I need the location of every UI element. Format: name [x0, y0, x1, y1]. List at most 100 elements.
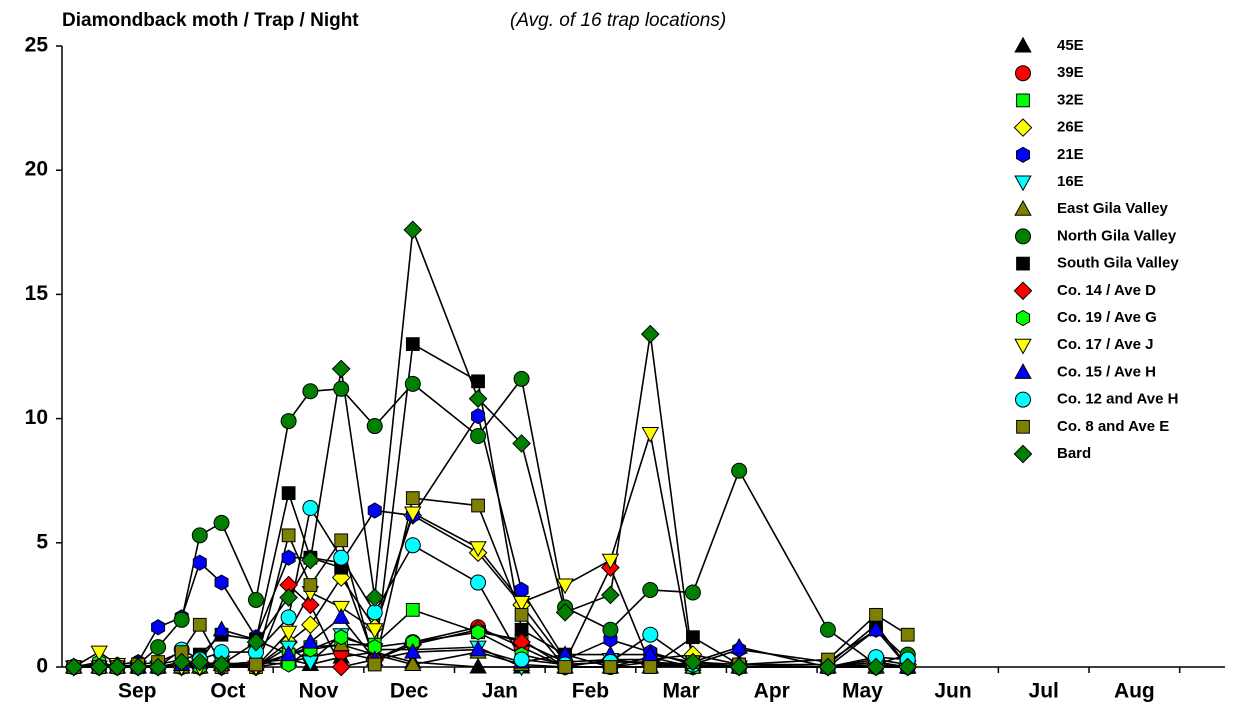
data-point	[603, 660, 618, 674]
data-point	[867, 620, 885, 637]
legend-marker	[1014, 36, 1032, 53]
data-point	[90, 645, 108, 662]
legend-label: Bard	[1057, 445, 1091, 462]
data-point	[818, 657, 838, 677]
data-point	[684, 584, 701, 601]
data-point	[471, 624, 486, 641]
data-point	[866, 657, 886, 677]
data-point	[513, 651, 530, 668]
x-tick-label: Oct	[210, 680, 245, 703]
y-tick-label: 10	[25, 406, 48, 429]
y-tick-label: 20	[25, 158, 48, 181]
legend-label: East Gila Valley	[1057, 200, 1169, 217]
data-point	[333, 549, 350, 566]
data-point	[172, 652, 191, 672]
data-point	[555, 603, 575, 622]
chart-subtitle: (Avg. of 16 trap locations)	[510, 10, 726, 31]
data-point	[514, 581, 529, 599]
data-point	[404, 537, 421, 554]
data-point	[470, 574, 487, 591]
x-tick-label: Mar	[662, 680, 699, 703]
data-point	[469, 541, 487, 558]
x-tick-label: May	[842, 680, 883, 703]
data-point	[683, 652, 703, 672]
legend-marker	[1014, 363, 1032, 379]
data-point	[334, 629, 349, 646]
data-point	[405, 491, 420, 505]
data-point	[642, 581, 659, 598]
legend-label: Co. 14 / Ave D	[1057, 282, 1156, 299]
legend-label: 16E	[1057, 173, 1084, 190]
x-tick-label: Feb	[572, 680, 609, 703]
legend-marker	[1015, 228, 1031, 245]
data-point	[404, 655, 422, 672]
legend-marker	[1013, 444, 1033, 464]
data-point	[279, 588, 298, 607]
y-tick-label: 25	[25, 34, 49, 57]
data-point	[556, 578, 574, 595]
data-point	[365, 588, 385, 607]
data-point	[405, 602, 420, 617]
legend-marker	[1014, 199, 1032, 216]
data-point	[281, 549, 296, 566]
data-point	[558, 660, 572, 674]
data-point	[468, 389, 488, 409]
data-point	[469, 657, 487, 674]
data-point	[471, 374, 485, 389]
data-point	[191, 527, 208, 544]
data-point	[641, 427, 660, 443]
data-point	[404, 506, 422, 523]
data-point	[192, 554, 207, 571]
legend-label: Co. 15 / Ave H	[1057, 363, 1156, 380]
data-point	[302, 500, 319, 517]
legend-marker	[1014, 338, 1032, 355]
data-point	[214, 574, 229, 591]
data-point	[367, 502, 382, 519]
x-tick-label: Sep	[118, 680, 157, 703]
data-point	[514, 607, 529, 622]
data-point	[173, 611, 190, 628]
data-point	[403, 220, 423, 240]
legend-marker	[1013, 118, 1033, 137]
data-point	[405, 337, 420, 351]
legend-label: 21E	[1057, 146, 1084, 163]
legend-marker	[1016, 419, 1030, 434]
legend-label: 39E	[1057, 64, 1084, 81]
x-tick-label: Nov	[299, 680, 339, 703]
data-point	[471, 498, 485, 513]
data-point	[729, 657, 749, 677]
legend-label: 32E	[1057, 91, 1084, 108]
data-point	[601, 585, 620, 605]
data-point	[404, 642, 422, 659]
data-point	[192, 617, 207, 632]
data-point	[279, 625, 298, 642]
data-point	[731, 462, 748, 479]
legend-label: 45E	[1057, 37, 1084, 54]
data-point	[471, 408, 486, 425]
data-point	[640, 324, 660, 344]
data-point	[89, 657, 109, 677]
data-point	[279, 645, 298, 662]
series-line	[73, 229, 908, 668]
data-point	[642, 626, 659, 643]
data-point	[366, 418, 383, 435]
data-point	[869, 607, 883, 622]
legend-marker	[1016, 309, 1030, 327]
data-point	[303, 578, 318, 592]
x-tick-label: Aug	[1114, 680, 1155, 703]
series-line	[73, 497, 909, 668]
data-point	[602, 621, 619, 638]
data-point	[128, 657, 148, 677]
data-point	[280, 609, 297, 626]
data-point	[247, 591, 264, 608]
legend-label: North Gila Valley	[1057, 227, 1177, 244]
x-tick-label: Jun	[934, 680, 971, 703]
legend-label: Co. 8 and Ave E	[1057, 418, 1169, 435]
y-tick-label: 15	[25, 282, 49, 305]
data-point	[190, 652, 210, 672]
x-tick-label: Dec	[390, 680, 429, 703]
legend-label: Co. 12 and Ave H	[1057, 391, 1178, 408]
data-point	[64, 657, 84, 677]
legend-marker	[1015, 65, 1031, 82]
data-point	[898, 657, 918, 677]
